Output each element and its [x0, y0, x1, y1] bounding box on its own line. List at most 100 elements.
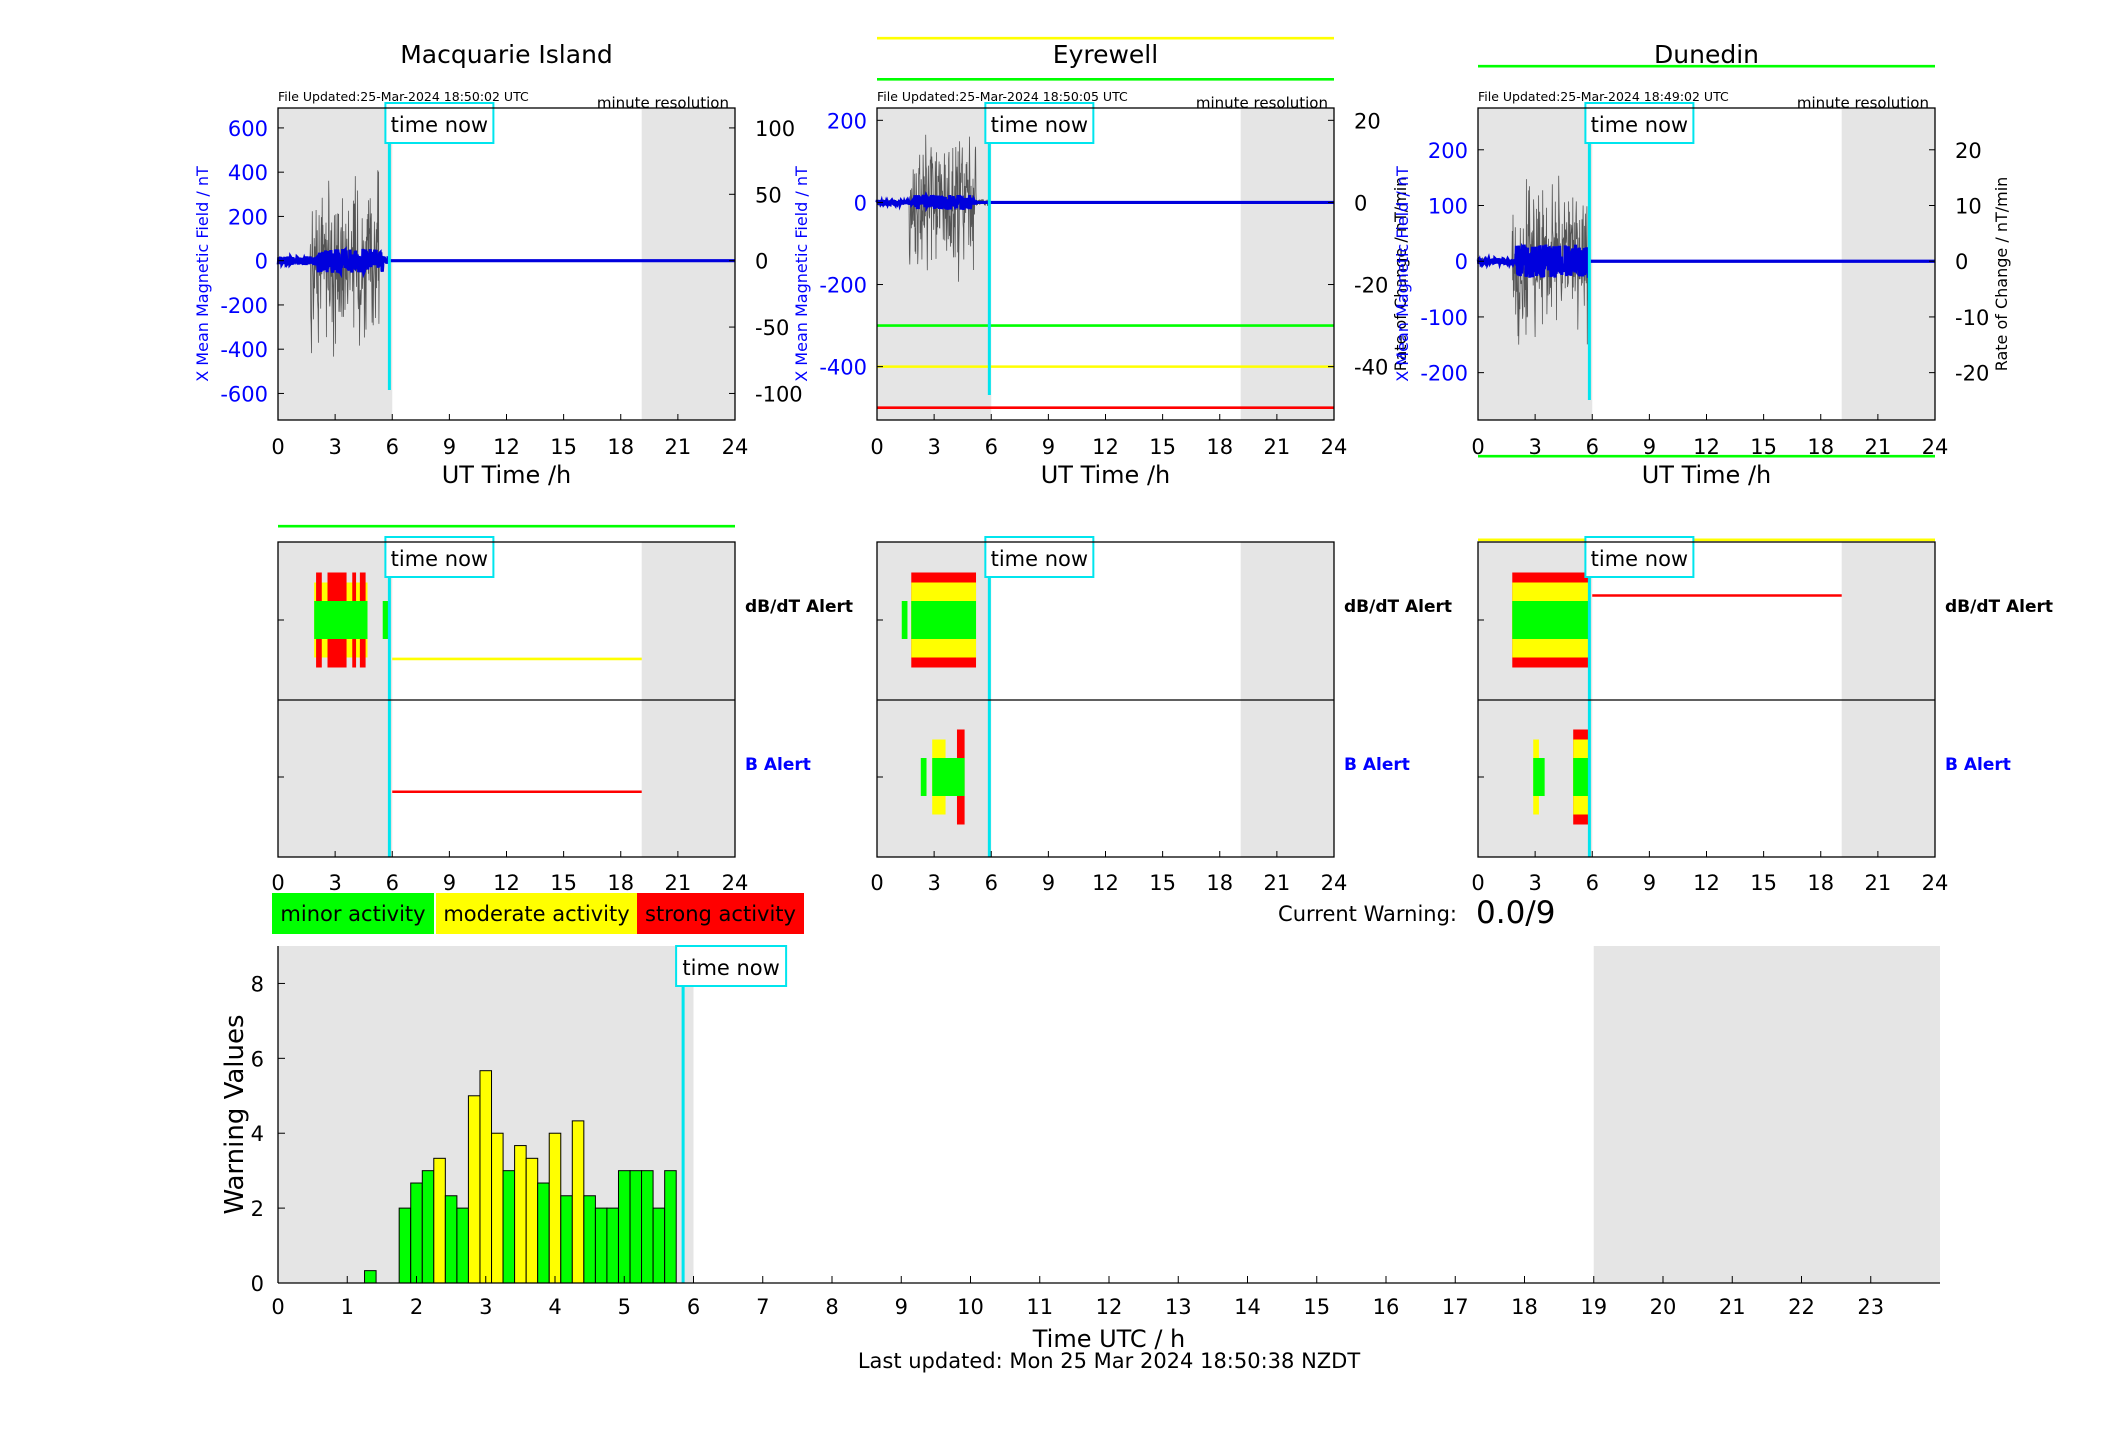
- left-y-axis-label: X Mean Magnetic Field / nT: [1393, 166, 1412, 382]
- x-tick-label: 12: [1092, 435, 1119, 459]
- warning-bar-moderate: [467, 1095, 481, 1284]
- right-tick-label: 0: [755, 250, 768, 274]
- station-0: Macquarie Island time now File Updated:25-…: [193, 40, 853, 895]
- time-now-box: [984, 536, 1095, 578]
- x-tick-label: 3: [927, 435, 940, 459]
- warning-bar-minor: [641, 1170, 654, 1284]
- warning-bar-minor: [594, 1207, 608, 1284]
- time-now-label: time now: [391, 547, 488, 571]
- y-tick-label: 0: [251, 1272, 264, 1296]
- x-tick-label: 21: [1865, 871, 1892, 895]
- y-tick-label: 2: [251, 1197, 264, 1221]
- x-tick-label: 24: [1321, 435, 1348, 459]
- left-tick-label: -100: [1420, 306, 1468, 330]
- x-tick-label: 0: [271, 871, 284, 895]
- x-tick-label: 21: [1719, 1295, 1746, 1319]
- current-warning-label: Current Warning:: [1278, 902, 1457, 926]
- warning-bar-minor: [560, 1195, 573, 1284]
- x-tick-label: 0: [1471, 435, 1484, 459]
- x-tick-label: 9: [443, 871, 456, 895]
- x-tick-label: 15: [1750, 435, 1777, 459]
- x-tick-label: 12: [1693, 871, 1720, 895]
- resolution-label: minute resolution: [1797, 94, 1929, 112]
- x-tick-label: 16: [1373, 1295, 1400, 1319]
- right-tick-label: -40: [1354, 356, 1388, 380]
- legend-label-strong: strong activity: [645, 902, 796, 926]
- x-tick-label: 15: [550, 435, 577, 459]
- warning-bar-minor: [606, 1207, 619, 1284]
- right-tick-label: 10: [1955, 195, 1982, 219]
- warning-bar-moderate: [525, 1157, 539, 1284]
- x-tick-label: 24: [1922, 871, 1949, 895]
- time-now-box: [384, 102, 495, 144]
- x-tick-label: 6: [386, 871, 399, 895]
- x-tick-label: 3: [328, 871, 341, 895]
- legend-swatch-moderate: [436, 893, 637, 934]
- file-updated-label: File Updated:25-Mar-2024 18:49:02 UTC: [1478, 89, 1729, 104]
- y-tick-label: 4: [251, 1122, 264, 1146]
- dbdt-alert-label: dB/dT Alert: [1344, 597, 1452, 617]
- x-tick-label: 13: [1165, 1295, 1192, 1319]
- b-alert-segment-minor: [920, 758, 927, 796]
- x-tick-label: 21: [1264, 435, 1291, 459]
- warning-bar-moderate: [571, 1120, 585, 1284]
- right-tick-label: -20: [1354, 274, 1388, 298]
- station-1: Eyrewell time now File Updated:25-Mar-2024…: [792, 36, 1452, 895]
- x-tick-label: 9: [1042, 435, 1055, 459]
- left-tick-label: 200: [228, 205, 268, 229]
- right-tick-label: -100: [755, 382, 803, 406]
- x-tick-label: 15: [1149, 435, 1176, 459]
- alert-time-now-callout: time now: [1584, 536, 1695, 578]
- x-tick-label: 18: [1511, 1295, 1538, 1319]
- chart-night-shade: [1593, 946, 1940, 1283]
- x-tick-label: 24: [722, 435, 749, 459]
- activity-legend: minor activity moderate activity strong ac…: [272, 893, 804, 934]
- warning-bar-minor: [410, 1182, 423, 1284]
- time-now-callout: time now: [1584, 102, 1695, 144]
- x-tick-label: 4: [548, 1295, 561, 1319]
- b-alert-label: B Alert: [1945, 755, 2011, 775]
- warning-bar-minor: [421, 1170, 435, 1284]
- x-tick-label: 6: [1586, 871, 1599, 895]
- x-tick-label: 12: [493, 435, 520, 459]
- x-axis-label: UT Time /h: [442, 461, 572, 489]
- b-field-trace: [276, 246, 391, 279]
- left-tick-label: 0: [854, 191, 867, 215]
- x-tick-label: 15: [1303, 1295, 1330, 1319]
- x-tick-label: 6: [386, 435, 399, 459]
- warning-bar-minor: [617, 1170, 631, 1284]
- y-tick-label: 8: [251, 972, 264, 996]
- x-tick-label: 3: [328, 435, 341, 459]
- time-now-box: [984, 102, 1095, 144]
- x-tick-label: 21: [1264, 871, 1291, 895]
- x-tick-label: 24: [722, 871, 749, 895]
- day-shade: [877, 108, 992, 420]
- last-updated-label: Last updated: Mon 25 Mar 2024 18:50:38 N…: [858, 1349, 1361, 1373]
- x-tick-label: 18: [1807, 871, 1834, 895]
- time-now-box: [1584, 102, 1695, 144]
- x-tick-label: 3: [1528, 435, 1541, 459]
- x-tick-label: 9: [1643, 435, 1656, 459]
- x-tick-label: 2: [410, 1295, 423, 1319]
- time-now-label: time now: [991, 547, 1088, 571]
- x-tick-label: 9: [895, 1295, 908, 1319]
- time-now-box: [1584, 536, 1695, 578]
- left-tick-label: 0: [255, 250, 268, 274]
- warning-bar-moderate: [479, 1070, 493, 1284]
- warning-bar-moderate: [491, 1132, 504, 1284]
- time-now-label: time now: [1591, 113, 1688, 137]
- dbdt-alert-segment-minor: [1512, 601, 1591, 639]
- x-tick-label: 17: [1442, 1295, 1469, 1319]
- x-tick-label: 0: [271, 1295, 284, 1319]
- alert-time-now-callout: time now: [384, 536, 495, 578]
- x-tick-label: 18: [607, 435, 634, 459]
- left-tick-label: -200: [1420, 362, 1468, 386]
- dbdt-alert-segment-minor: [382, 601, 389, 639]
- warning-bar-minor: [456, 1207, 469, 1284]
- x-tick-label: 12: [1096, 1295, 1123, 1319]
- chart-x-axis-label: Time UTC / h: [1032, 1325, 1186, 1353]
- warning-bar-moderate: [514, 1145, 527, 1284]
- left-tick-label: 0: [1455, 250, 1468, 274]
- left-tick-label: -200: [220, 294, 268, 318]
